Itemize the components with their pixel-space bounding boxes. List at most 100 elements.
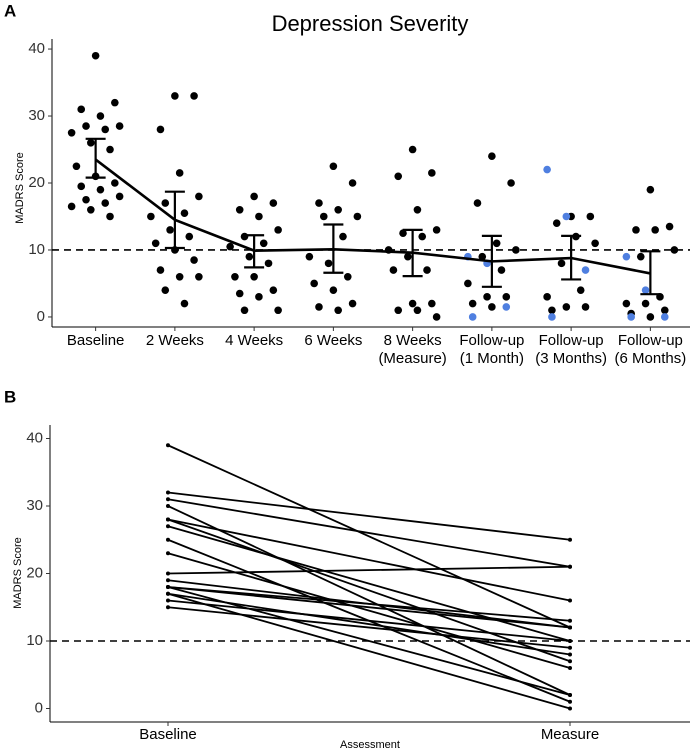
- data-point: [180, 209, 189, 217]
- data-point: [111, 179, 119, 187]
- mean-line: [94, 158, 651, 275]
- x-tick-label: 8 Weeks (Measure): [378, 332, 446, 367]
- x-tick-label: 4 Weeks: [225, 332, 283, 349]
- data-point: [319, 212, 328, 221]
- x-tick-label-line: Follow-up: [459, 332, 524, 349]
- baseline-point: [166, 591, 170, 596]
- data-point: [329, 286, 338, 294]
- subject-line: [167, 498, 571, 568]
- data-point: [250, 192, 258, 201]
- data-point: [670, 246, 679, 254]
- data-point: [483, 293, 491, 301]
- x-tick-label-line: (1 Month): [460, 350, 524, 367]
- panel-label: B: [4, 387, 16, 406]
- x-tick-label-line: (6 Months): [615, 350, 687, 367]
- subject-line: [167, 444, 571, 629]
- data-point: [67, 128, 76, 137]
- data-point: [636, 252, 645, 261]
- data-point: [190, 256, 198, 264]
- x-tick-label: Measure: [541, 726, 599, 743]
- baseline-point: [166, 537, 170, 542]
- x-tick-label: 6 Weeks: [304, 332, 362, 349]
- data-point: [408, 299, 417, 308]
- data-point: [641, 299, 650, 308]
- data-point: [264, 259, 273, 268]
- measure-point: [568, 706, 572, 711]
- x-tick-label: Follow-up (1 Month): [459, 332, 524, 367]
- data-point: [72, 162, 81, 171]
- x-tick-label: Baseline: [67, 332, 125, 349]
- data-point: [87, 205, 95, 214]
- baseline-point: [166, 598, 170, 603]
- data-point: [91, 51, 100, 60]
- data-point: [156, 266, 165, 274]
- data-point: [502, 293, 511, 301]
- data-point: [548, 306, 556, 315]
- data-point: [67, 202, 76, 211]
- data-point: [334, 205, 342, 214]
- data-point: [111, 98, 119, 107]
- data-point: [399, 229, 407, 238]
- data-point: [548, 313, 556, 321]
- measure-point: [568, 564, 572, 569]
- y-axis-label: MADRS Score: [14, 152, 26, 224]
- measure-point: [568, 537, 572, 542]
- data-point: [492, 239, 501, 248]
- measure-point: [568, 645, 572, 650]
- baseline-point: [166, 551, 170, 556]
- measure-point: [568, 693, 572, 697]
- data-point: [622, 252, 631, 261]
- data-point: [562, 303, 571, 311]
- data-point: [101, 199, 110, 207]
- data-point: [180, 299, 189, 308]
- data-point: [468, 299, 477, 308]
- subject-line: [167, 505, 571, 696]
- data-point: [171, 92, 179, 100]
- subject-line: [167, 518, 571, 602]
- data-point: [581, 303, 590, 311]
- data-point: [562, 212, 571, 221]
- data-point: [576, 286, 585, 294]
- data-point: [651, 226, 659, 234]
- data-point: [488, 303, 496, 311]
- baseline-point: [166, 443, 170, 448]
- data-point: [464, 279, 472, 288]
- data-point: [235, 289, 244, 298]
- data-point: [87, 139, 95, 147]
- y-tick-label: 10: [26, 632, 43, 649]
- data-point: [185, 232, 194, 241]
- subject-line: [167, 592, 571, 656]
- data-point: [468, 313, 477, 321]
- data-point: [646, 313, 655, 321]
- data-point: [147, 212, 155, 221]
- y-tick-label: 0: [37, 308, 45, 325]
- x-tick-label: Baseline: [139, 726, 197, 743]
- data-point: [77, 105, 86, 114]
- data-point: [255, 212, 263, 221]
- data-point: [161, 286, 170, 294]
- data-point: [557, 259, 566, 268]
- data-point: [348, 299, 357, 308]
- data-point: [161, 199, 170, 207]
- subject-line: [167, 606, 571, 649]
- measure-point: [568, 625, 572, 630]
- data-point: [428, 299, 436, 308]
- data-point: [512, 246, 520, 254]
- x-tick-label-line: Follow-up: [618, 332, 683, 349]
- data-point: [255, 293, 263, 301]
- y-axis-label: MADRS Score: [12, 537, 24, 609]
- measure-point: [568, 659, 572, 664]
- x-tick-label-line: Baseline: [67, 332, 125, 349]
- data-point: [274, 306, 282, 315]
- subject-line: [167, 525, 571, 642]
- y-tick-label: 20: [26, 564, 43, 581]
- measure-point: [568, 652, 572, 657]
- data-point: [428, 169, 436, 177]
- data-point: [507, 179, 515, 187]
- data-point: [432, 226, 441, 234]
- x-tick-label: Follow-up (6 Months): [615, 332, 687, 367]
- data-point: [488, 152, 496, 161]
- data-point: [96, 185, 105, 194]
- data-point: [77, 182, 86, 191]
- data-point: [497, 266, 506, 274]
